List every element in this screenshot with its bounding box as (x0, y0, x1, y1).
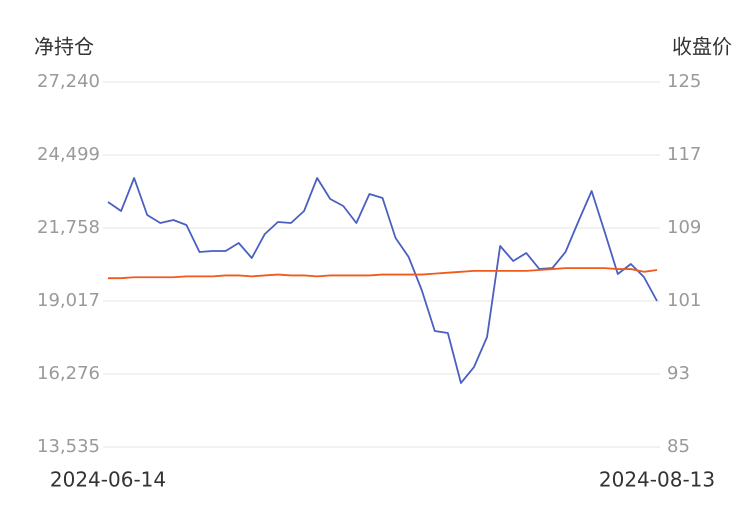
y-tick-label: 16,276 (37, 363, 100, 384)
y2-axis-title: 收盘价 (672, 35, 732, 59)
y-tick-label: 24,499 (37, 144, 100, 165)
y-tick-label: 27,240 (37, 71, 100, 92)
y2-tick-label: 125 (667, 71, 701, 92)
series-line (108, 267, 658, 280)
y2-tick-label: 101 (667, 290, 701, 311)
x-tick-label: 2024-08-13 (599, 468, 715, 492)
y2-tick-label: 117 (667, 144, 701, 165)
y-tick-label: 21,758 (37, 217, 100, 238)
y-tick-label: 13,535 (37, 436, 100, 457)
y2-tick-label: 85 (667, 436, 690, 457)
y-axis-title: 净持仓 (34, 35, 94, 59)
y2-tick-label: 109 (667, 217, 701, 238)
y-tick-label: 19,017 (37, 290, 100, 311)
series-line (107, 177, 658, 384)
x-tick-label: 2024-06-14 (50, 468, 166, 492)
y2-tick-label: 93 (667, 363, 690, 384)
